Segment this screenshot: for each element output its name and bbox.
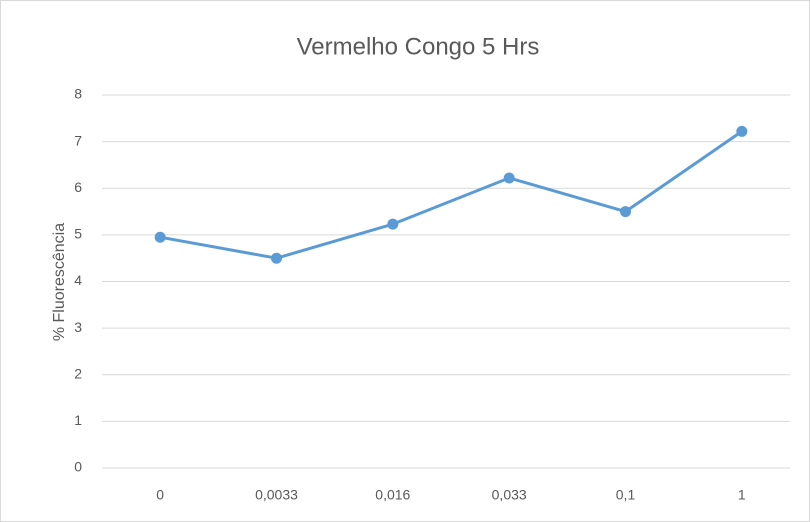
line <box>159 130 743 260</box>
marker <box>620 206 631 218</box>
y-tick-label: 2 <box>74 365 82 381</box>
marker <box>387 218 399 230</box>
x-tick-label: 1 <box>738 487 746 503</box>
x-tick-label: 0,033 <box>492 487 527 503</box>
x-tick-label: 0,0033 <box>255 487 298 503</box>
x-tick-label: 0,1 <box>616 487 636 503</box>
x-tick-label: 0 <box>156 487 164 503</box>
marker <box>736 125 748 137</box>
y-tick-label: 7 <box>74 132 82 148</box>
y-tick-label: 6 <box>74 179 82 195</box>
y-tick-label: 8 <box>74 86 82 102</box>
y-tick-label: 1 <box>74 412 82 428</box>
y-tick-label: 4 <box>74 272 82 288</box>
marker <box>271 252 282 264</box>
x-tick-label: 0,016 <box>375 487 410 503</box>
marker <box>154 231 166 243</box>
y-tick-label: 3 <box>74 319 82 335</box>
y-axis-label: % Fluorescência <box>51 223 68 341</box>
chart-title: Vermelho Congo 5 Hrs <box>297 33 540 60</box>
y-tick-label: 5 <box>74 226 82 242</box>
marker <box>503 172 515 184</box>
y-tick-label: 0 <box>74 459 82 475</box>
